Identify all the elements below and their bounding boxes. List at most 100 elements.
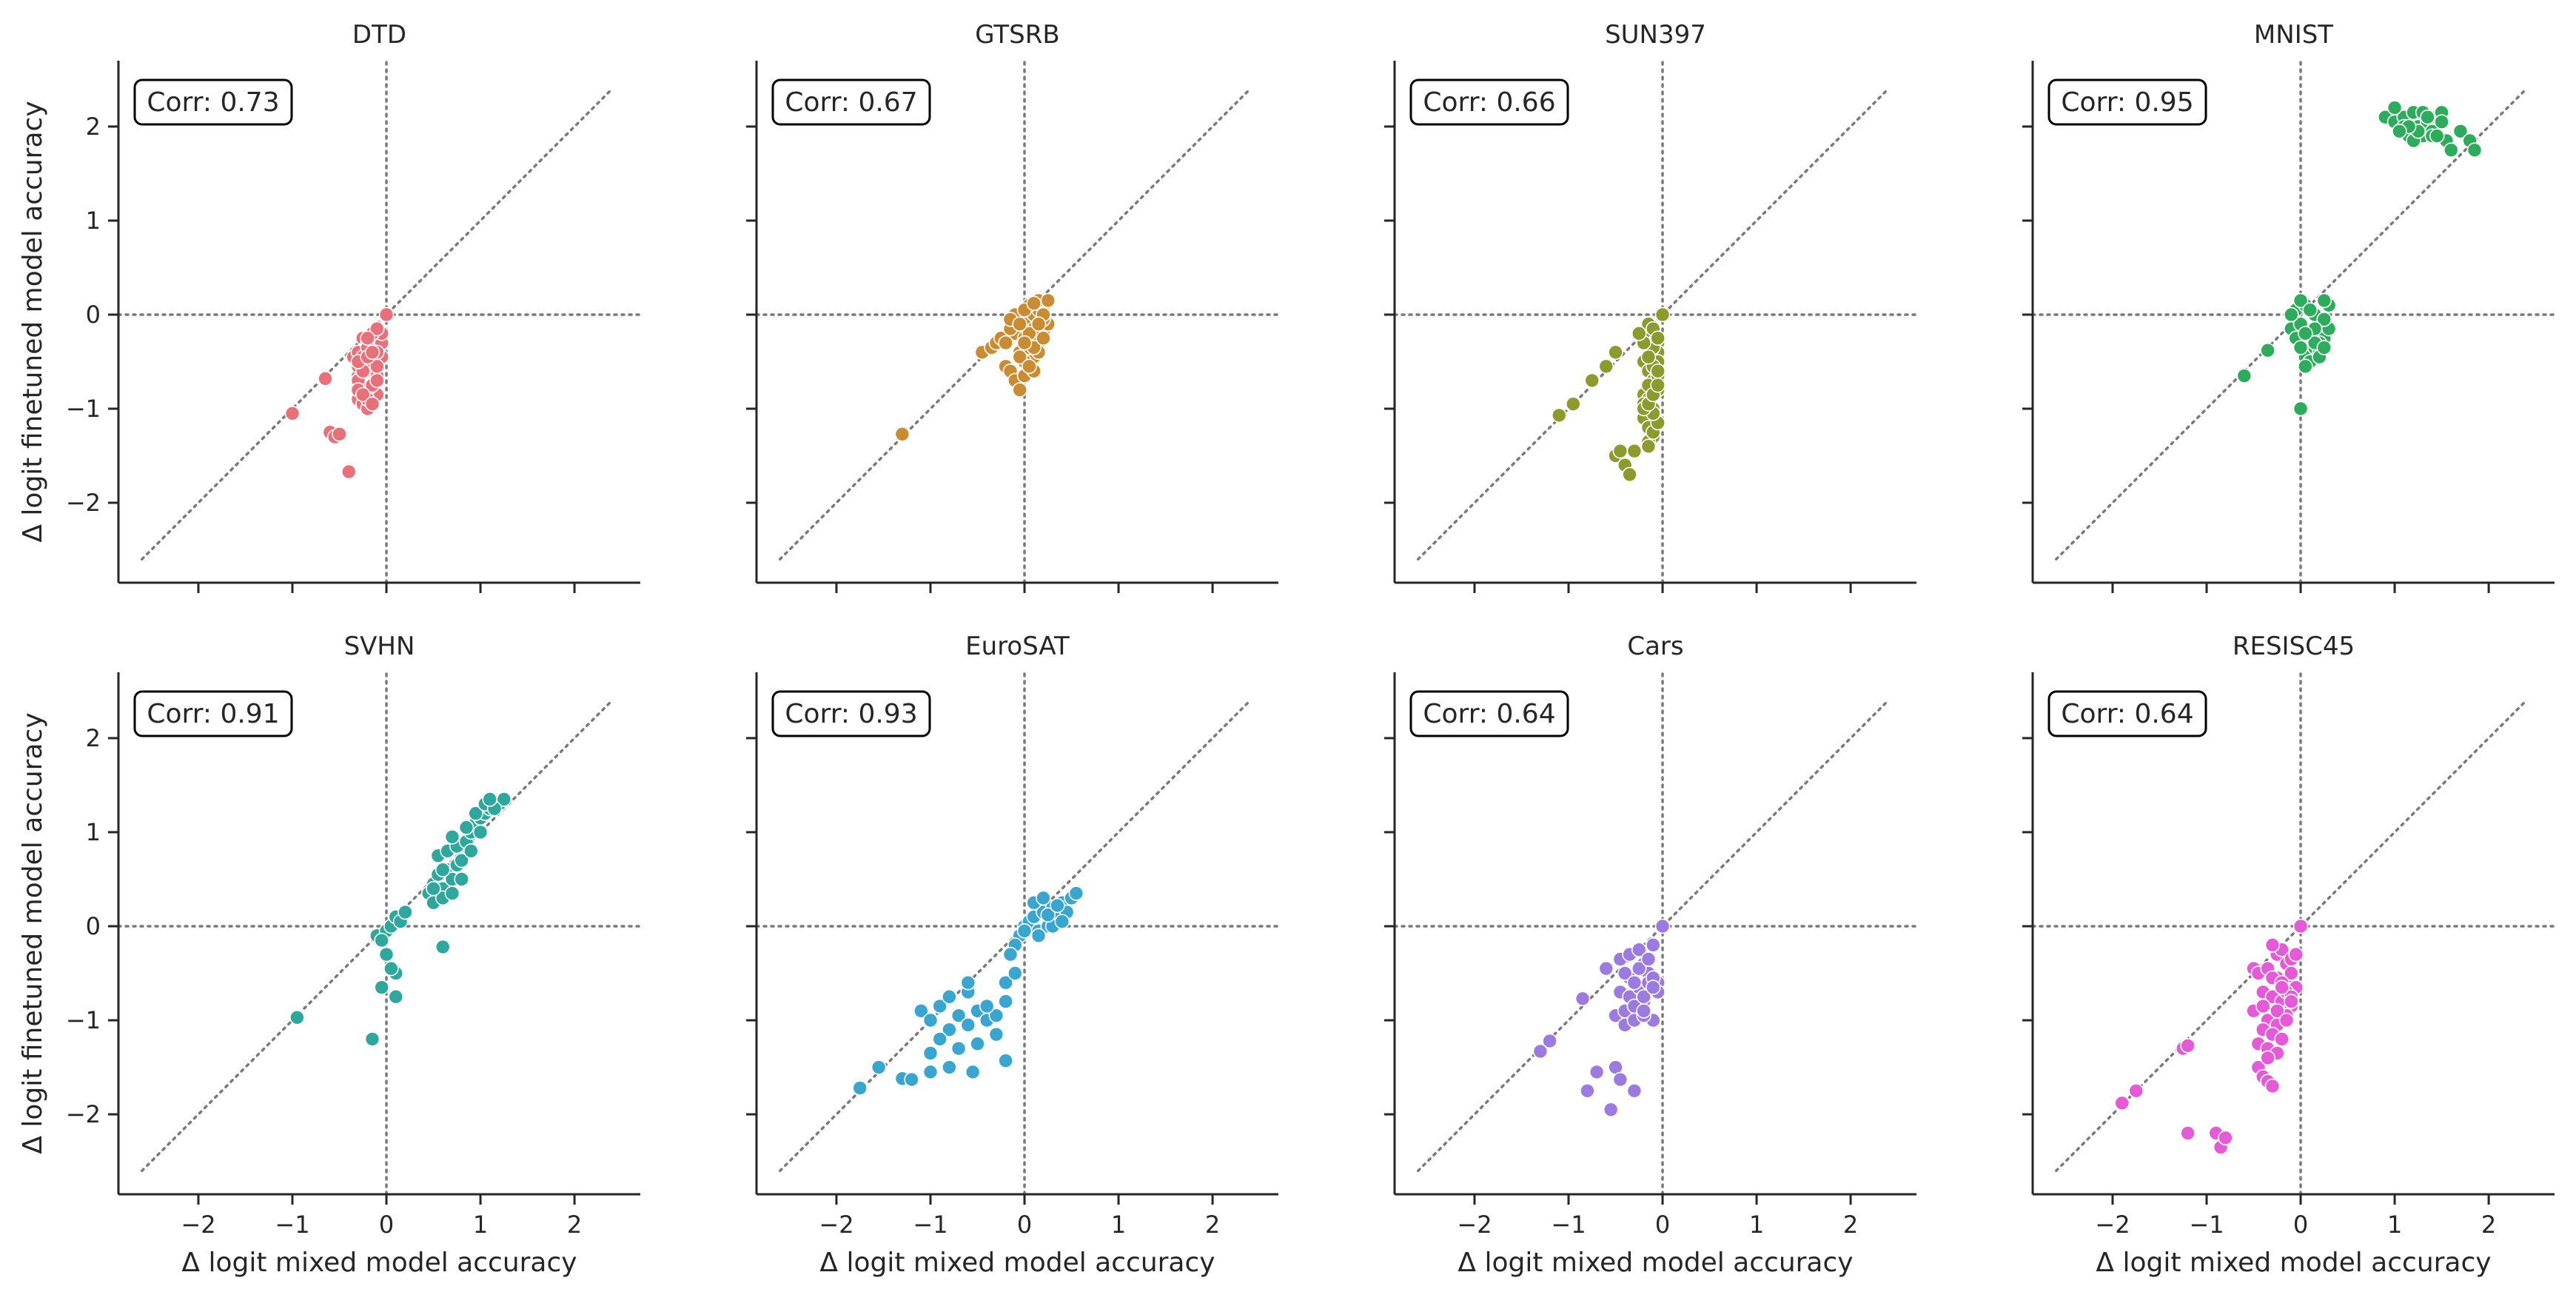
data-point [458,820,474,835]
data-point [374,980,389,995]
corr-label: Corr: 0.66 [1423,87,1555,118]
panel-resisc45: RESISC45 −2 −1 0 1 2 Δ logit mixed model accur… [2022,632,2556,1278]
corr-box [2047,690,2207,737]
data-point [364,344,380,361]
data-point [932,1031,948,1047]
data-point [1646,980,1661,995]
data-point [942,1060,957,1075]
x-tick-label: 1 [473,1211,488,1239]
data-point [1612,443,1629,459]
corr-box [1409,690,1569,737]
data-point [1012,349,1027,365]
data-point [960,1017,976,1033]
data-point [1054,914,1070,929]
data-point [472,824,489,840]
data-point [1016,335,1033,351]
data-point [998,335,1013,351]
panel-title: GTSRB [975,20,1059,50]
data-point [904,1071,919,1088]
data-point [444,829,460,845]
x-tick-label: 2 [1843,1211,1858,1239]
corr-label: Corr: 0.93 [785,699,917,729]
data-point [364,1031,380,1047]
corr-box [771,690,931,737]
data-point [2316,312,2332,327]
x-tick-label: −1 [275,1211,309,1239]
x-tick-label: 1 [1111,1211,1126,1239]
identity-diagonal [1417,699,1890,1172]
x-tick-label: −1 [913,1211,947,1239]
data-point [2260,342,2275,358]
panel-gtsrb: GTSRB Corr: 0.67 [746,20,1280,593]
data-point [1002,946,1019,963]
panel-title: RESISC45 [2233,632,2355,661]
x-tick-label: −2 [181,1211,215,1239]
data-point [979,998,995,1014]
data-point [942,1022,957,1038]
data-point [435,862,451,878]
data-point [332,426,347,442]
data-point [2260,1050,2275,1066]
data-point [2236,368,2253,384]
data-point [388,988,404,1005]
panel-title: EuroSAT [965,632,1070,661]
x-tick-label: 2 [2481,1211,2496,1239]
data-point [2284,307,2299,323]
y-tick-label: 0 [86,912,101,940]
data-point [1654,307,1671,323]
data-point [1626,1082,1643,1099]
data-point [2180,1125,2196,1141]
corr-label: Corr: 0.95 [2061,87,2193,118]
data-point [1650,363,1666,379]
x-tick-label: −1 [2189,1211,2224,1239]
data-point [970,1036,985,1052]
data-point [2466,142,2483,158]
data-point [426,880,441,897]
panel-cars: Cars −2 −1 0 1 2 Δ logit mixed model accuracy C… [1384,632,1918,1278]
data-point [444,886,460,901]
panel-eurosat: EuroSAT −2 −1 0 1 2 Δ logit mixed model accura… [746,632,1280,1278]
data-point [355,386,371,403]
data-point [1589,1064,1605,1080]
x-tick-label: 2 [567,1211,582,1239]
data-point [1598,358,1614,375]
data-point [1631,326,1647,341]
data-point [2278,1012,2295,1028]
data-point [284,406,301,421]
data-point [2429,128,2445,144]
y-tick-label: −2 [66,489,101,517]
data-point [913,1003,929,1019]
corr-label: Corr: 0.67 [785,87,917,118]
data-point [1646,937,1661,953]
corr-box [1409,78,1569,126]
panel-svhn: SVHN −2 −1 0 1 2 −2 −1 0 1 2 Δ logit mixed model ac… [18,632,642,1278]
x-tick-label: 0 [1017,1211,1032,1239]
data-point [360,330,375,347]
y-tick-label: 2 [86,724,101,752]
data-point [1626,974,1643,991]
data-point [1022,358,1037,375]
data-point [2284,994,2299,1009]
data-point [998,994,1013,1009]
data-point [1040,292,1056,309]
panel-title: MNIST [2254,20,2333,50]
data-point [2269,1003,2285,1019]
data-point [1650,330,1666,347]
data-point [1026,295,1042,312]
data-point [1617,965,1633,981]
data-point [1654,918,1671,934]
corr-label: Corr: 0.64 [1423,699,1555,729]
x-axis-label: Δ logit mixed model accuracy [1458,1248,1853,1278]
data-point [1036,330,1051,347]
corr-box [2047,78,2207,126]
data-point [1622,466,1637,483]
data-point [2302,302,2318,318]
data-point [369,321,385,337]
corr-label: Corr: 0.91 [147,699,279,729]
x-tick-label: 2 [1205,1211,1220,1239]
data-point [2392,123,2407,139]
y-tick-label: 2 [86,113,101,141]
data-point [950,1040,967,1057]
data-point [2434,114,2449,130]
